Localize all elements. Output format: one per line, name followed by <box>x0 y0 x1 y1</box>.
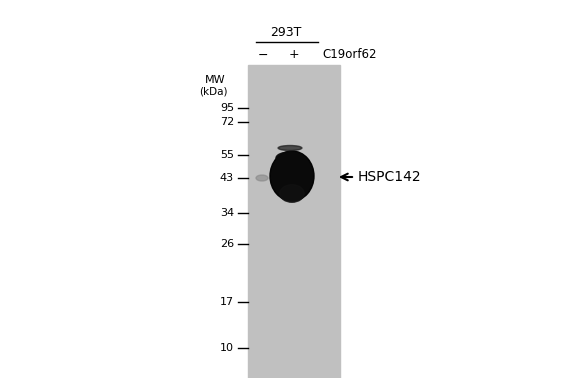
Ellipse shape <box>276 152 304 164</box>
Bar <box>248 65 340 378</box>
Text: 72: 72 <box>220 117 234 127</box>
Ellipse shape <box>256 175 268 181</box>
Text: C19orf62: C19orf62 <box>322 48 377 62</box>
Text: HSPC142: HSPC142 <box>358 170 421 184</box>
Text: 10: 10 <box>220 343 234 353</box>
Text: 17: 17 <box>220 297 234 307</box>
Ellipse shape <box>280 185 304 202</box>
Ellipse shape <box>278 146 302 150</box>
Text: (kDa): (kDa) <box>198 87 227 97</box>
Text: +: + <box>289 48 299 62</box>
Ellipse shape <box>270 151 314 201</box>
Text: 95: 95 <box>220 103 234 113</box>
Text: MW: MW <box>205 75 225 85</box>
Text: 34: 34 <box>220 208 234 218</box>
Text: −: − <box>258 48 268 62</box>
Text: 43: 43 <box>220 173 234 183</box>
Text: 26: 26 <box>220 239 234 249</box>
Text: 55: 55 <box>220 150 234 160</box>
Text: 293T: 293T <box>270 26 301 39</box>
